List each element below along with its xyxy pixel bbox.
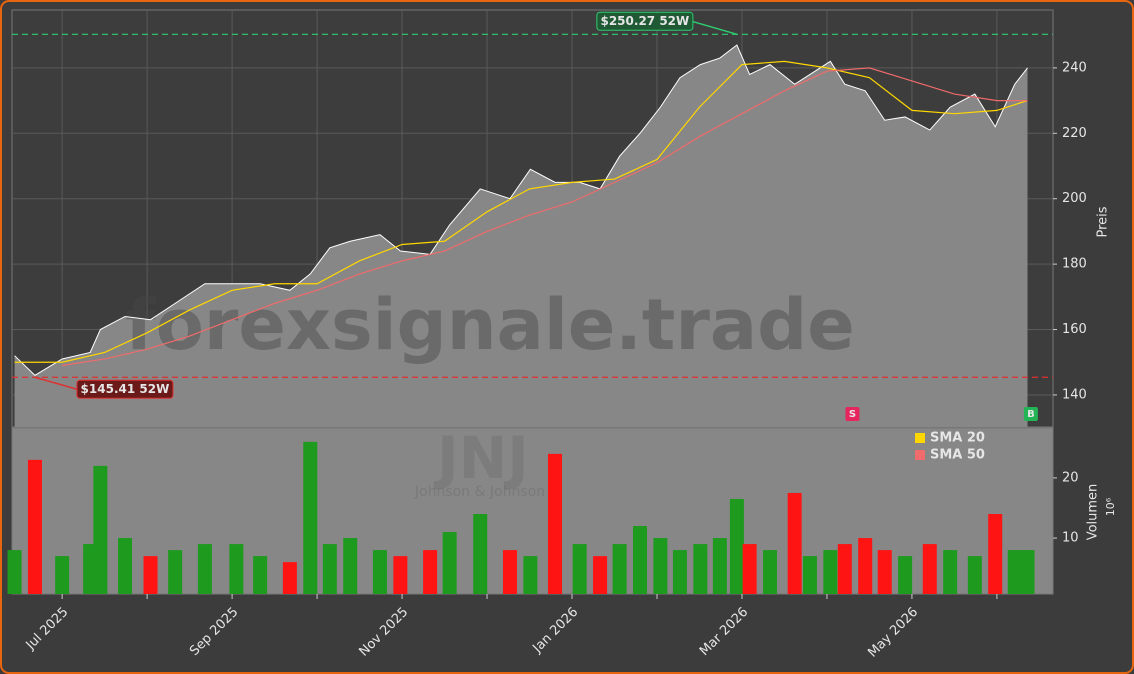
volume-bar (858, 538, 873, 594)
volume-bar (143, 556, 158, 594)
volume-bar (168, 550, 183, 594)
volume-bar (372, 550, 387, 594)
signal-marker (1023, 407, 1038, 421)
volume-bar (197, 544, 212, 594)
volume-bar (548, 453, 563, 594)
y-tick-label: 180 (1062, 257, 1087, 272)
watermark: forexsignale.trade (125, 284, 854, 366)
y-tick-label: 200 (1062, 191, 1087, 206)
volume-bar (27, 459, 42, 594)
y-tick-label: 140 (1062, 387, 1087, 402)
volume-bar (1020, 550, 1035, 594)
volume-bar (93, 465, 108, 594)
volume-bar (322, 544, 337, 594)
volume-bar (988, 514, 1003, 594)
volume-bar (523, 556, 538, 594)
annotation-box (76, 379, 174, 399)
y-tick-label: 220 (1062, 126, 1087, 141)
annotation-arrow (34, 376, 78, 390)
volume-bar (653, 538, 668, 594)
volume-bar (763, 550, 778, 594)
volume-bar (877, 550, 892, 594)
signal-marker (845, 407, 860, 421)
signal-label: B (1027, 409, 1035, 420)
sma-line (14, 60, 1028, 363)
volume-bar (712, 538, 727, 594)
volume-bar (693, 544, 708, 594)
price-area (14, 44, 1028, 427)
volume-bar (898, 556, 913, 594)
volume-bar (672, 550, 687, 594)
volume-bar (967, 556, 982, 594)
volume-bar (823, 550, 838, 594)
volume-bar (303, 441, 318, 594)
annotation-arrow (691, 20, 738, 36)
y-tick-label: 240 (1062, 60, 1087, 75)
volume-bar (922, 544, 937, 594)
volume-bar (943, 550, 958, 594)
volume-bar (282, 562, 297, 594)
legend-swatch (915, 450, 925, 460)
volume-axis-label: Volumen (1086, 484, 1101, 541)
signal-label: S (849, 409, 856, 420)
legend-swatch (915, 433, 925, 443)
volume-bar (572, 544, 587, 594)
volume-bar (612, 544, 627, 594)
volume-bar (802, 556, 817, 594)
volume-bar (253, 556, 268, 594)
company-watermark: Johnson & Johnson (414, 484, 545, 500)
volume-bar (742, 544, 757, 594)
volume-bar (787, 492, 802, 594)
volume-bar (1007, 550, 1022, 594)
volume-bar (55, 556, 70, 594)
volume-bar (632, 526, 647, 594)
volume-bar (7, 550, 22, 594)
volume-bar (502, 550, 517, 594)
volume-bar (473, 514, 488, 594)
volume-bar (118, 538, 133, 594)
volume-bar (593, 556, 608, 594)
volume-bar (442, 532, 457, 594)
volume-tick-label: 10 (1062, 531, 1079, 546)
volume-bar (343, 538, 358, 594)
annotation-label: $145.41 52W (81, 382, 170, 396)
annotation-label: $250.27 52W (600, 14, 689, 28)
legend-label: SMA 20 (930, 431, 985, 446)
volume-bar (393, 556, 408, 594)
y-axis-label: Preis (1096, 206, 1111, 237)
volume-tick-label: 20 (1062, 470, 1079, 485)
annotation-box (596, 11, 694, 31)
legend-label: SMA 50 (930, 448, 985, 463)
volume-scale-label: 10⁶ (1104, 497, 1117, 516)
y-tick-label: 160 (1062, 322, 1087, 337)
sma-line (62, 67, 1028, 367)
volume-bar (229, 544, 244, 594)
ticker-watermark: JNJ (433, 424, 529, 492)
volume-bar (423, 550, 438, 594)
volume-bar (837, 544, 852, 594)
volume-bar (729, 498, 744, 594)
